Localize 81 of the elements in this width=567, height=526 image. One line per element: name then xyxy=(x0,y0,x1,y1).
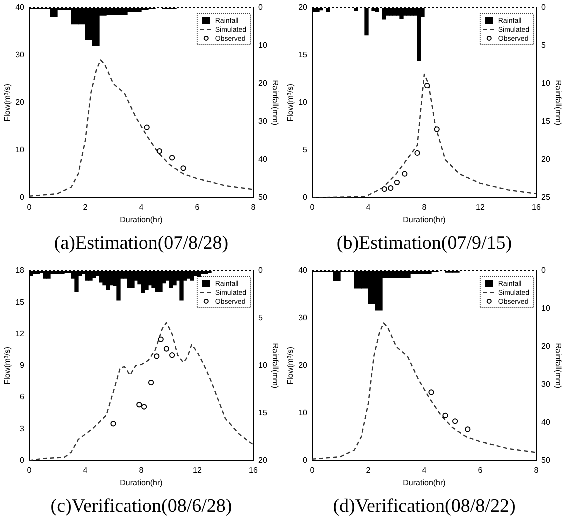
y2-tick-label: 10 xyxy=(542,79,551,88)
x-tick-label: 0 xyxy=(27,202,32,212)
y-tick-label: 30 xyxy=(16,50,26,60)
x-tick-label: 12 xyxy=(476,202,486,212)
y-tick-label: 20 xyxy=(298,3,308,12)
y-tick-label: 10 xyxy=(16,146,26,155)
y-tick-label: 3 xyxy=(20,424,26,434)
y2-tick-label: 10 xyxy=(258,41,268,50)
y2-tick-label: 50 xyxy=(258,193,268,202)
y2-tick-label: 40 xyxy=(542,418,551,428)
y-tick-label: 40 xyxy=(298,266,308,276)
x-tick-label: 16 xyxy=(532,202,542,212)
x-tick-label: 0 xyxy=(310,466,316,475)
y2-tick-label: 10 xyxy=(542,304,551,314)
x-tick-label: 2 xyxy=(83,202,88,212)
y-axis-title: Flow(m³/s) xyxy=(286,84,296,122)
x-tick-label: 16 xyxy=(249,466,258,475)
y-tick-label: 0 xyxy=(20,456,26,466)
y2-tick-label: 25 xyxy=(542,193,551,202)
y-tick-label: 20 xyxy=(16,98,26,108)
x-tick-label: 12 xyxy=(193,466,202,475)
y-axis-title: Flow(m³/s) xyxy=(3,346,12,385)
y-tick-label: 18 xyxy=(16,266,26,276)
x-axis-title: Duration(hr) xyxy=(403,215,446,224)
y2-tick-label: 30 xyxy=(542,380,551,390)
y2-tick-label: 40 xyxy=(258,155,268,164)
y2-tick-label: 0 xyxy=(542,266,546,276)
x-tick-label: 0 xyxy=(27,466,32,475)
y2-tick-label: 15 xyxy=(258,408,268,418)
x-tick-label: 6 xyxy=(195,202,200,212)
x-axis-title: Duration(hr) xyxy=(120,478,164,488)
x-tick-label: 0 xyxy=(310,202,316,212)
x-axis-title: Duration(hr) xyxy=(403,478,446,488)
y-tick-label: 0 xyxy=(303,456,308,466)
y2-axis-title: Rainfall(mm) xyxy=(554,80,563,126)
y2-tick-label: 20 xyxy=(542,155,551,164)
y-tick-label: 40 xyxy=(16,3,26,12)
y2-axis-title: Rainfall(mm) xyxy=(554,343,563,389)
y-tick-label: 5 xyxy=(303,146,308,155)
y2-tick-label: 0 xyxy=(258,3,264,12)
x-tick-label: 4 xyxy=(422,466,428,475)
y-tick-label: 9 xyxy=(20,361,26,370)
x-tick-label: 8 xyxy=(139,466,144,475)
y2-tick-label: 20 xyxy=(258,79,268,88)
y2-tick-label: 5 xyxy=(258,314,264,323)
text: (d)Verification(08/8/22) xyxy=(332,495,517,519)
y-tick-label: 15 xyxy=(16,298,26,307)
x-tick-label: 2 xyxy=(366,466,372,475)
y2-axis-title: Rainfall(mm) xyxy=(270,343,280,389)
y2-tick-label: 30 xyxy=(258,117,268,126)
y-tick-label: 0 xyxy=(303,193,308,202)
y-tick-label: 20 xyxy=(298,361,308,370)
y2-tick-label: 0 xyxy=(542,3,546,12)
x-axis-title: Duration(hr) xyxy=(120,215,164,224)
y-axis-title: Flow(m³/s) xyxy=(286,346,296,385)
y-tick-label: 6 xyxy=(20,392,26,402)
y2-tick-label: 20 xyxy=(542,342,551,352)
x-tick-label: 8 xyxy=(251,202,256,212)
y-axis-title: Flow(m³/s) xyxy=(3,84,12,122)
y2-tick-label: 5 xyxy=(542,41,546,50)
y2-tick-label: 20 xyxy=(258,456,268,466)
x-tick-label: 6 xyxy=(478,466,484,475)
y-tick-label: 10 xyxy=(298,408,308,418)
y2-tick-label: 15 xyxy=(542,117,551,126)
x-tick-label: 4 xyxy=(366,202,372,212)
y-tick-label: 30 xyxy=(298,314,308,323)
y-tick-label: 10 xyxy=(298,98,308,108)
y2-tick-label: 10 xyxy=(258,361,268,370)
y2-tick-label: 0 xyxy=(258,266,264,276)
y-tick-label: 0 xyxy=(20,193,26,202)
text: (a)Estimation(07/8/28) xyxy=(53,232,230,256)
x-tick-label: 4 xyxy=(83,466,88,475)
y2-tick-label: 50 xyxy=(542,456,551,466)
x-tick-label: 8 xyxy=(534,466,540,475)
text: (c)Verification(08/6/28) xyxy=(50,495,234,519)
y-tick-label: 12 xyxy=(16,329,26,338)
x-tick-label: 8 xyxy=(422,202,428,212)
y-tick-label: 15 xyxy=(298,50,308,60)
x-tick-label: 4 xyxy=(139,202,144,212)
y2-axis-title: Rainfall(mm) xyxy=(270,80,280,126)
text: (b)Estimation(07/9/15) xyxy=(336,232,514,256)
